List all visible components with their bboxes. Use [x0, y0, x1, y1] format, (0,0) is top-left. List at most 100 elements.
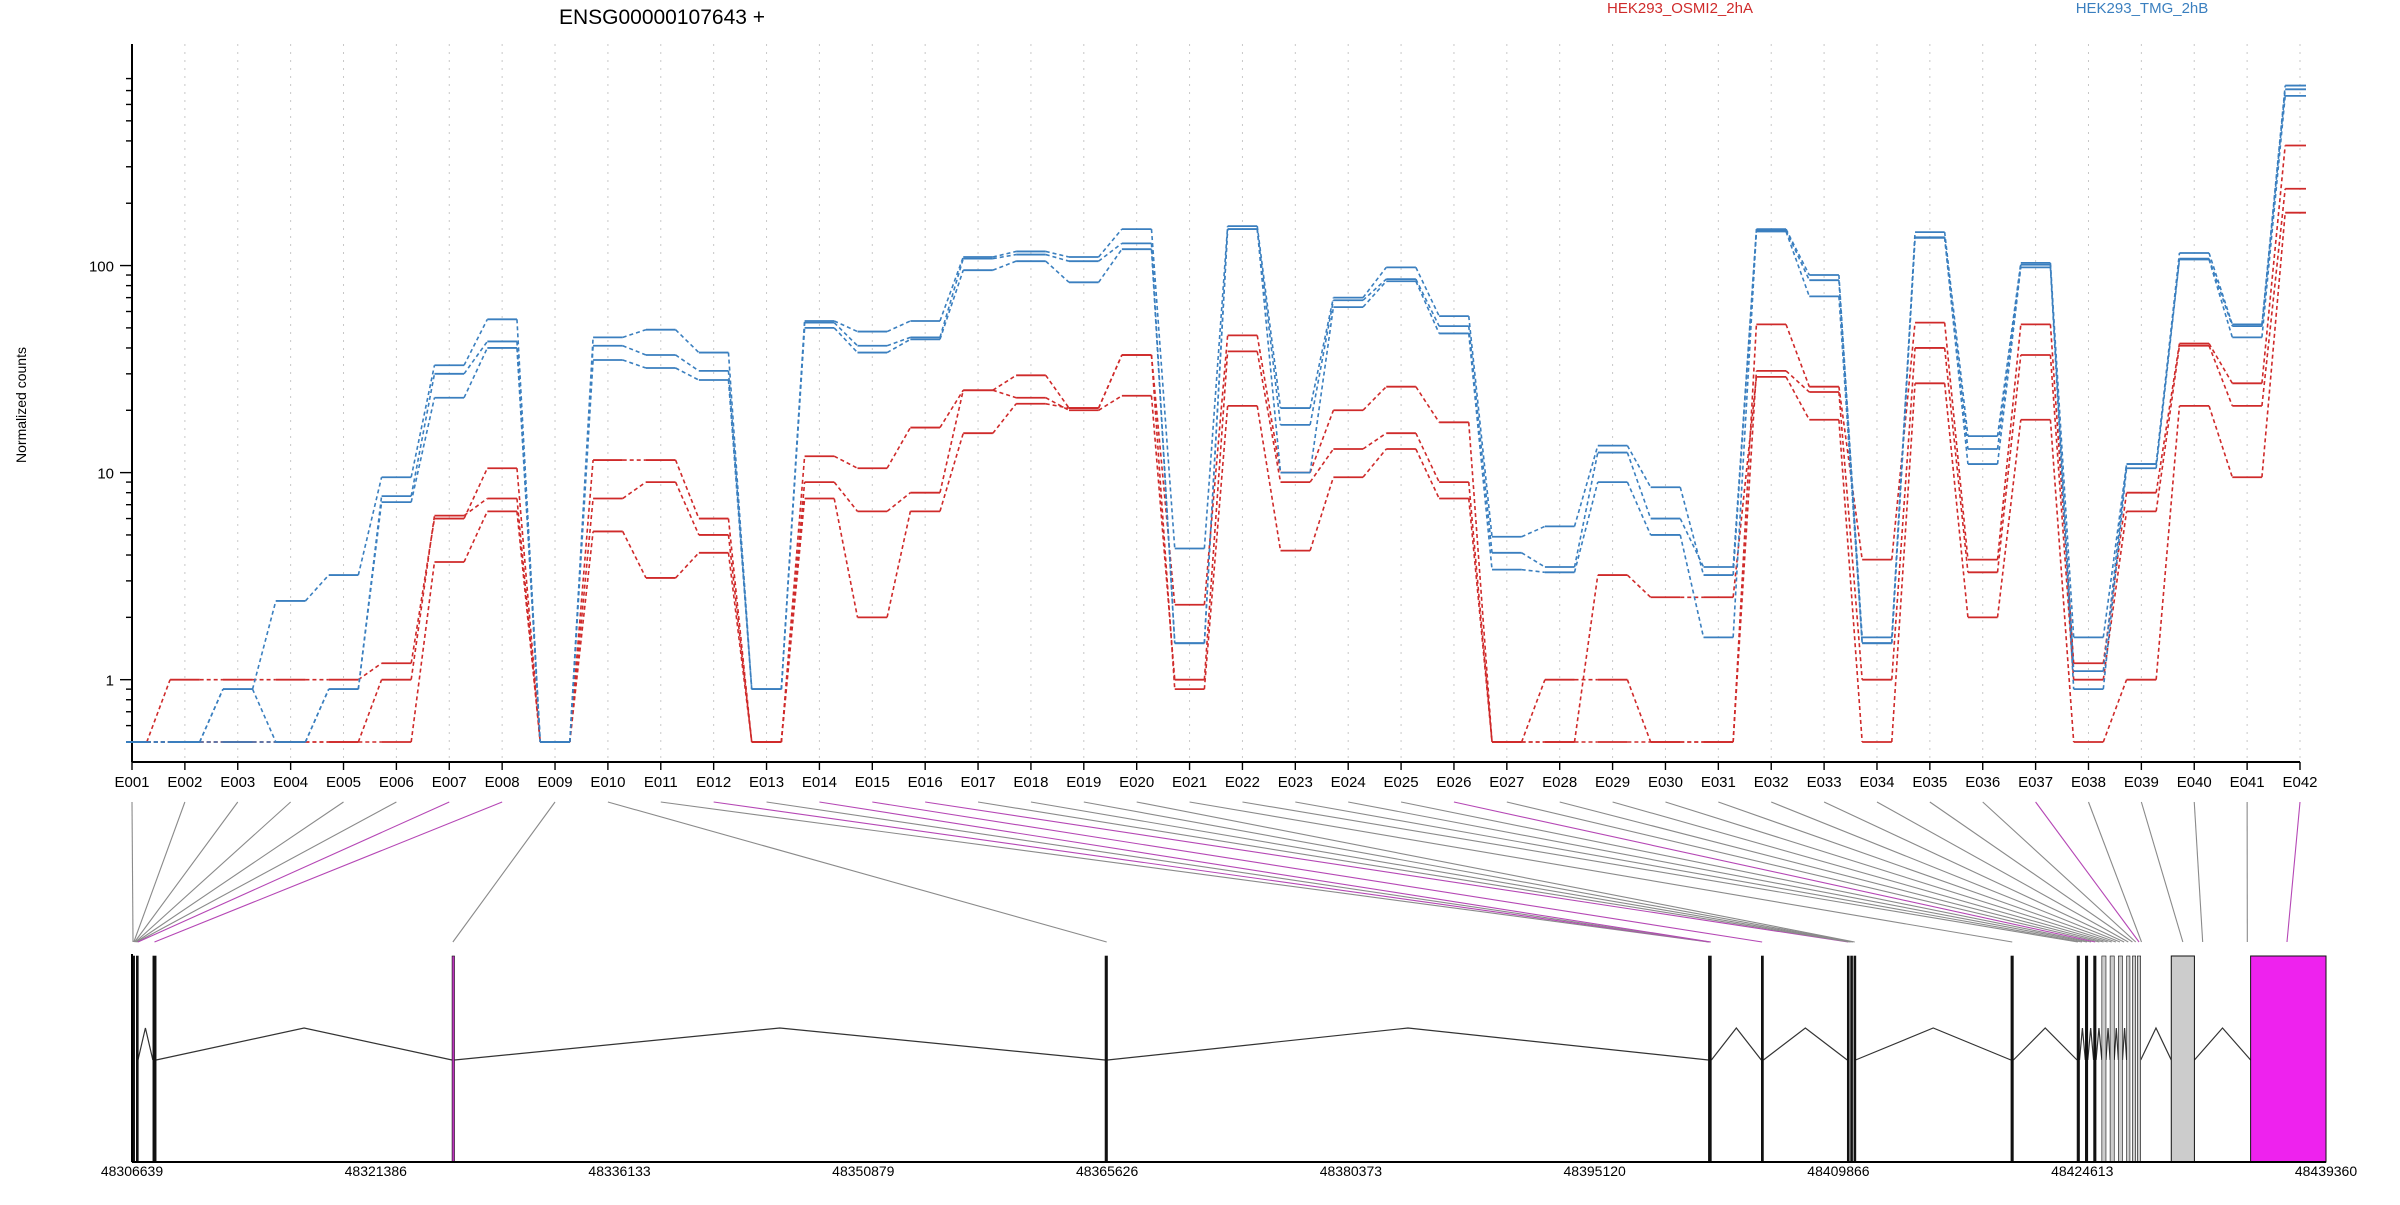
genome-tick-label-7: 48409866: [1807, 1163, 1870, 1179]
x-tick-label-E033: E033: [1807, 774, 1842, 791]
x-tick-label-E016: E016: [908, 774, 943, 791]
map-line-E016: [925, 802, 1848, 942]
series-3-levels: [126, 86, 2306, 742]
x-tick-label-E005: E005: [326, 774, 361, 791]
x-tick-label-E035: E035: [1912, 774, 1947, 791]
intron-5: [1711, 1028, 1761, 1060]
map-line-E009: [453, 802, 555, 942]
x-tick-label-E028: E028: [1542, 774, 1577, 791]
x-tick-label-E018: E018: [1013, 774, 1048, 791]
genome-tick-label-9: 48439360: [2295, 1163, 2358, 1179]
exon-block-6: [1761, 956, 1763, 1162]
map-line-E007: [138, 802, 449, 942]
series-1-levels: [126, 189, 2306, 742]
map-line-E036: [1983, 802, 2136, 942]
genome-tick-label-8: 48424613: [2051, 1163, 2114, 1179]
map-line-E022: [1242, 802, 2077, 942]
map-line-E005: [136, 802, 343, 942]
genome-tick-label-3: 48350879: [832, 1163, 895, 1179]
x-tick-label-E025: E025: [1384, 774, 1419, 791]
exon-mapping-lines: [132, 802, 2300, 942]
map-line-E032: [1771, 802, 2120, 942]
map-line-E034: [1877, 802, 2128, 942]
intron-2: [156, 1028, 452, 1060]
y-tick-label-100: 100: [89, 259, 114, 276]
intron-13: [2096, 1028, 2102, 1060]
genome-tick-label-6: 48395120: [1564, 1163, 1627, 1179]
exon-block-3: [452, 956, 454, 1162]
exon-block-14: [2102, 956, 2106, 1162]
map-line-E001: [132, 802, 133, 942]
series-4-transitions: [147, 89, 2285, 742]
x-tick-label-E027: E027: [1489, 774, 1524, 791]
genome-tick-label-2: 48336133: [588, 1163, 651, 1179]
legend-entry-tmg: HEK293_TMG_2hB: [2076, 0, 2209, 17]
x-tick-label-E013: E013: [749, 774, 784, 791]
map-line-E018: [1031, 802, 1851, 942]
y-axis-label: Normalized counts: [13, 347, 29, 463]
x-tick-label-E006: E006: [379, 774, 414, 791]
intron-11: [2080, 1028, 2086, 1060]
exon-block-11: [2077, 956, 2079, 1162]
exon-block-2: [153, 956, 156, 1162]
exon-block-19: [2137, 956, 2140, 1162]
x-tick-label-E036: E036: [1965, 774, 2000, 791]
map-line-E010: [608, 802, 1107, 942]
intron-10: [2013, 1028, 2077, 1060]
genome-tick-label-5: 48380373: [1320, 1163, 1383, 1179]
x-tick-label-E024: E024: [1331, 774, 1366, 791]
x-tick-label-E011: E011: [644, 774, 678, 791]
exon-block-9: [1854, 956, 1856, 1162]
x-tick-label-E031: E031: [1701, 774, 1736, 791]
map-line-E027: [1507, 802, 2100, 942]
map-line-E008: [154, 802, 502, 942]
x-tick-label-E020: E020: [1119, 774, 1154, 791]
genome-tick-label-0: 48306639: [101, 1163, 164, 1179]
x-tick-label-E009: E009: [538, 774, 573, 791]
genome-tick-label-1: 48321386: [345, 1163, 408, 1179]
exon-block-5: [1708, 956, 1711, 1162]
x-tick-label-E010: E010: [590, 774, 625, 791]
map-line-E013: [767, 802, 1711, 942]
exon-block-20: [2171, 956, 2194, 1162]
x-tick-label-E008: E008: [485, 774, 520, 791]
series-1-transitions: [147, 189, 2285, 742]
x-tick-label-E007: E007: [432, 774, 467, 791]
x-tick-label-E014: E014: [802, 774, 837, 791]
exon-block-16: [2118, 956, 2122, 1162]
x-tick-label-E029: E029: [1595, 774, 1630, 791]
map-line-E028: [1560, 802, 2104, 942]
intron-9: [1856, 1028, 2011, 1060]
exon-block-13: [2094, 956, 2096, 1162]
x-tick-label-E037: E037: [2018, 774, 2053, 791]
series-4-levels: [126, 89, 2306, 742]
intron-16: [2123, 1028, 2127, 1060]
x-tick-label-E012: E012: [696, 774, 731, 791]
intron-6: [1763, 1028, 1847, 1060]
x-tick-label-E042: E042: [2282, 774, 2317, 791]
x-tick-label-E041: E041: [2230, 774, 2265, 791]
intron-15: [2114, 1028, 2118, 1060]
map-line-E031: [1718, 802, 2116, 942]
series-5-levels: [126, 96, 2306, 742]
chart-title: ENSG00000107643 +: [559, 6, 765, 29]
x-tick-label-E019: E019: [1066, 774, 1101, 791]
x-tick-label-E040: E040: [2177, 774, 2212, 791]
exon-block-12: [2085, 956, 2087, 1162]
x-tick-label-E004: E004: [273, 774, 308, 791]
map-line-E037: [2036, 802, 2139, 942]
exon-block-4: [1105, 956, 1107, 1162]
exon-block-21: [2251, 956, 2326, 1162]
map-line-E039: [2141, 802, 2182, 942]
map-line-E042: [2287, 802, 2300, 942]
genome-tick-label-4: 48365626: [1076, 1163, 1139, 1179]
y-tick-label-1: 1: [106, 673, 114, 690]
x-tick-label-E032: E032: [1754, 774, 1789, 791]
intron-14: [2106, 1028, 2110, 1060]
series-layer: [126, 86, 2306, 742]
exon-block-7: [1847, 956, 1849, 1162]
intron-20: [2194, 1028, 2250, 1060]
